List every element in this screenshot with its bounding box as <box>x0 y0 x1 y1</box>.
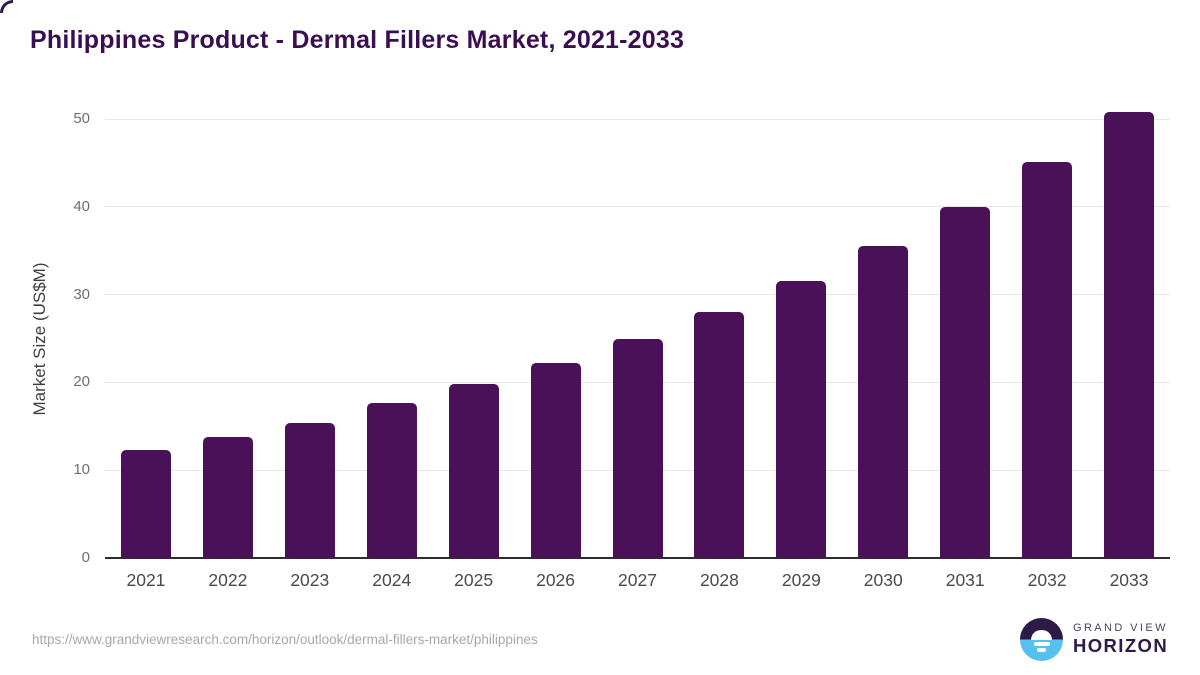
x-tick-label-2031: 2031 <box>945 570 985 590</box>
y-tick-label-10: 10 <box>73 461 90 479</box>
bar-2031 <box>940 206 991 558</box>
x-tick-label-2033: 2033 <box>1109 570 1149 590</box>
bar-2033 <box>1104 111 1155 558</box>
logo-text: GRAND VIEW HORIZON <box>1073 622 1168 657</box>
y-tick-label-20: 20 <box>73 373 90 391</box>
x-tick-label-2029: 2029 <box>781 570 821 590</box>
x-tick-label-2023: 2023 <box>290 570 330 590</box>
chart-title: Philippines Product - Dermal Fillers Mar… <box>30 26 685 54</box>
y-tick-label-50: 50 <box>73 110 90 127</box>
sun-over-horizon-icon <box>1020 618 1063 661</box>
x-tick-label-2024: 2024 <box>372 570 412 590</box>
gridline-40 <box>105 206 1170 208</box>
x-tick-label-2028: 2028 <box>699 570 739 590</box>
gridline-30 <box>105 294 1170 296</box>
y-tick-label-0: 0 <box>81 549 90 566</box>
bar-2026 <box>530 363 581 558</box>
bar-2021 <box>120 450 171 558</box>
x-tick-label-2032: 2032 <box>1027 570 1067 590</box>
bar-2030 <box>858 246 909 558</box>
x-axis-line <box>105 557 1170 559</box>
source-url: https://www.grandviewresearch.com/horizo… <box>32 632 538 647</box>
bar-2024 <box>366 402 417 558</box>
bar-2028 <box>694 312 745 558</box>
bar-2032 <box>1022 162 1073 558</box>
gridline-50 <box>105 118 1170 120</box>
rounded-corner-artifact <box>0 0 13 13</box>
logo-text-horizon: HORIZON <box>1073 635 1169 656</box>
bar-2029 <box>776 281 827 558</box>
y-tick-label-30: 30 <box>73 285 90 303</box>
x-tick-label-2027: 2027 <box>618 570 657 590</box>
y-tick-label-40: 40 <box>73 197 90 215</box>
bar-2027 <box>612 338 663 558</box>
bar-2025 <box>448 384 499 558</box>
sun-shape <box>1031 629 1052 640</box>
x-tick-label-2021: 2021 <box>126 570 166 590</box>
x-tick-label-2030: 2030 <box>863 570 903 590</box>
horizon-ripple <box>1033 642 1050 646</box>
logo-text-grand-view: GRAND VIEW <box>1073 622 1168 634</box>
x-tick-label-2026: 2026 <box>536 570 576 590</box>
x-tick-label-2022: 2022 <box>208 570 248 590</box>
grand-view-horizon-logo: GRAND VIEW HORIZON <box>1020 618 1168 661</box>
x-tick-label-2025: 2025 <box>454 570 494 590</box>
bar-2023 <box>284 422 335 558</box>
horizon-ripple <box>1037 648 1046 652</box>
bar-2022 <box>202 436 253 558</box>
